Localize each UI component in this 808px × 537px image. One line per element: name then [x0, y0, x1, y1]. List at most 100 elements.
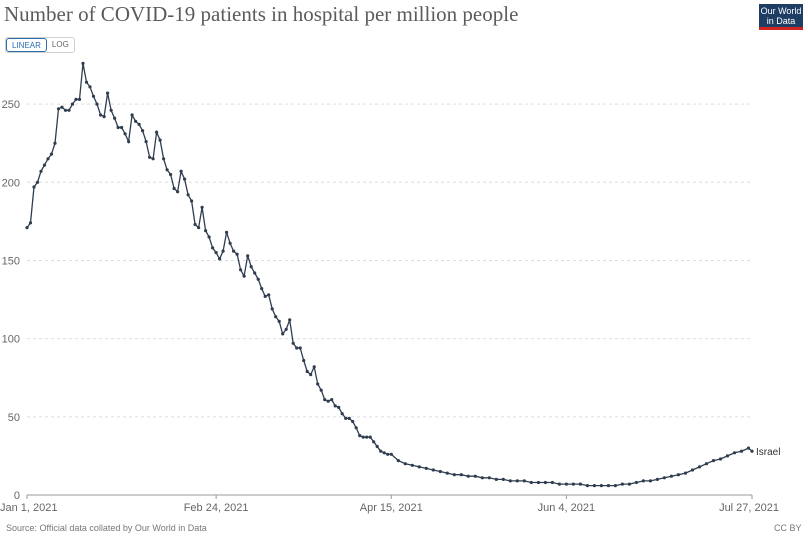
- data-point: [347, 416, 351, 420]
- data-point: [232, 249, 236, 253]
- data-point: [316, 382, 320, 386]
- data-point: [53, 141, 57, 145]
- data-point: [375, 444, 379, 449]
- y-tick-label: 0: [14, 490, 20, 502]
- data-point: [697, 465, 702, 469]
- data-point: [81, 61, 85, 65]
- data-point: [358, 434, 362, 438]
- data-point: [361, 435, 365, 439]
- data-point: [228, 241, 232, 245]
- log-scale-button[interactable]: LOG: [46, 38, 74, 52]
- data-point: [144, 140, 148, 144]
- linear-scale-button[interactable]: LINEAR: [6, 38, 47, 52]
- data-point: [592, 484, 597, 488]
- data-point: [288, 318, 292, 322]
- logo-line-1: Our World: [760, 6, 802, 16]
- data-point: [634, 480, 639, 485]
- data-point: [277, 319, 281, 323]
- logo-line-2: in Data: [766, 16, 796, 26]
- data-point: [214, 251, 218, 255]
- data-point: [35, 180, 40, 184]
- data-point: [113, 116, 117, 120]
- data-point: [281, 332, 285, 336]
- data-point: [260, 287, 264, 291]
- data-point: [211, 246, 215, 250]
- data-point: [221, 249, 225, 253]
- y-tick-label: 250: [2, 99, 20, 111]
- data-point: [501, 477, 505, 481]
- data-point: [183, 177, 187, 181]
- data-point: [70, 102, 75, 106]
- data-point: [515, 479, 519, 483]
- series-line-israel: [26, 63, 753, 487]
- data-point: [662, 476, 667, 480]
- data-point: [267, 293, 271, 297]
- data-point: [120, 125, 124, 130]
- data-point: [372, 440, 376, 444]
- data-point: [578, 482, 583, 486]
- data-point: [91, 94, 96, 98]
- data-point: [123, 132, 127, 136]
- data-point: [431, 468, 435, 472]
- data-point: [179, 169, 183, 173]
- data-point: [190, 199, 194, 203]
- data-point: [305, 369, 309, 374]
- data-point: [438, 469, 442, 474]
- data-point: [291, 341, 295, 345]
- data-point: [95, 102, 99, 106]
- source-note: Source: Official data collated by Our Wo…: [6, 523, 207, 533]
- data-point: [529, 480, 533, 485]
- data-point: [207, 235, 211, 239]
- data-point: [368, 435, 372, 439]
- data-point: [242, 274, 246, 278]
- data-point: [46, 157, 50, 161]
- data-point: [543, 480, 548, 485]
- data-point: [28, 221, 33, 225]
- data-point: [550, 480, 555, 485]
- data-point: [410, 463, 414, 467]
- data-point: [204, 229, 208, 233]
- data-point: [284, 327, 288, 331]
- license-label[interactable]: CC BY: [774, 523, 802, 533]
- data-point: [225, 230, 229, 234]
- data-point: [49, 152, 54, 156]
- data-point: [155, 130, 159, 134]
- data-point: [340, 412, 344, 416]
- data-point: [382, 451, 386, 455]
- data-point: [386, 452, 390, 456]
- data-point: [690, 468, 695, 472]
- data-point: [134, 119, 138, 123]
- scale-toggle: LINEAR LOG: [5, 37, 75, 53]
- data-point: [162, 157, 166, 161]
- x-tick-label: Jun 4, 2021: [538, 502, 596, 514]
- data-point: [417, 465, 421, 469]
- data-point: [732, 451, 737, 455]
- data-point: [197, 226, 201, 230]
- data-point: [459, 473, 463, 477]
- data-point: [176, 190, 180, 194]
- data-point: [354, 426, 358, 430]
- data-point: [239, 268, 243, 272]
- x-tick-label: Jul 27, 2021: [719, 502, 779, 514]
- data-point: [77, 97, 82, 101]
- y-tick-label: 100: [2, 334, 20, 346]
- data-point: [330, 398, 334, 402]
- data-point: [302, 358, 306, 363]
- data-point: [200, 205, 204, 209]
- chart-title: Number of COVID-19 patients in hospital …: [4, 2, 519, 26]
- data-point: [186, 193, 190, 197]
- owid-logo[interactable]: Our World in Data: [759, 4, 803, 30]
- data-point: [641, 479, 646, 483]
- data-point: [218, 257, 222, 261]
- data-point: [249, 265, 253, 269]
- data-point: [379, 449, 383, 453]
- y-tick-label: 50: [8, 412, 20, 424]
- data-point: [56, 107, 61, 111]
- series-label: Israel: [756, 447, 780, 458]
- data-point: [494, 477, 498, 481]
- data-point: [270, 307, 274, 311]
- data-point: [344, 416, 348, 420]
- data-point: [655, 477, 660, 481]
- data-point: [274, 315, 278, 319]
- data-point: [487, 476, 491, 480]
